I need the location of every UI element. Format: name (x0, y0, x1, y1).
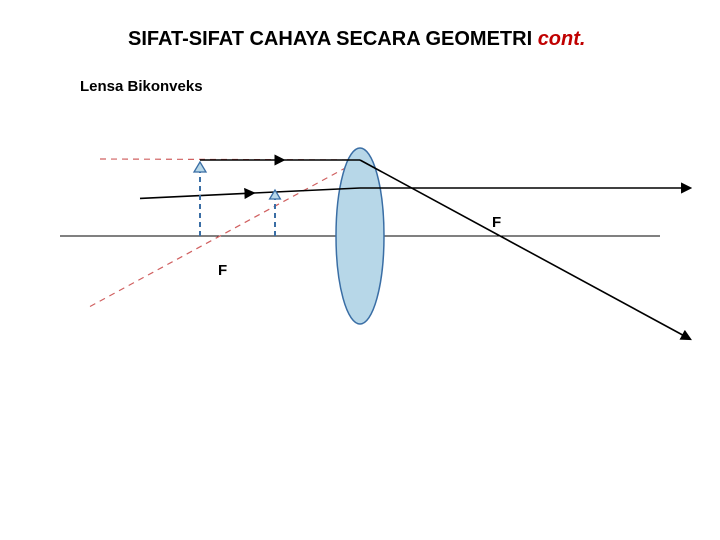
label-f-left: F (218, 262, 227, 279)
label-f-right: F (492, 214, 501, 231)
lens-diagram (0, 0, 720, 540)
